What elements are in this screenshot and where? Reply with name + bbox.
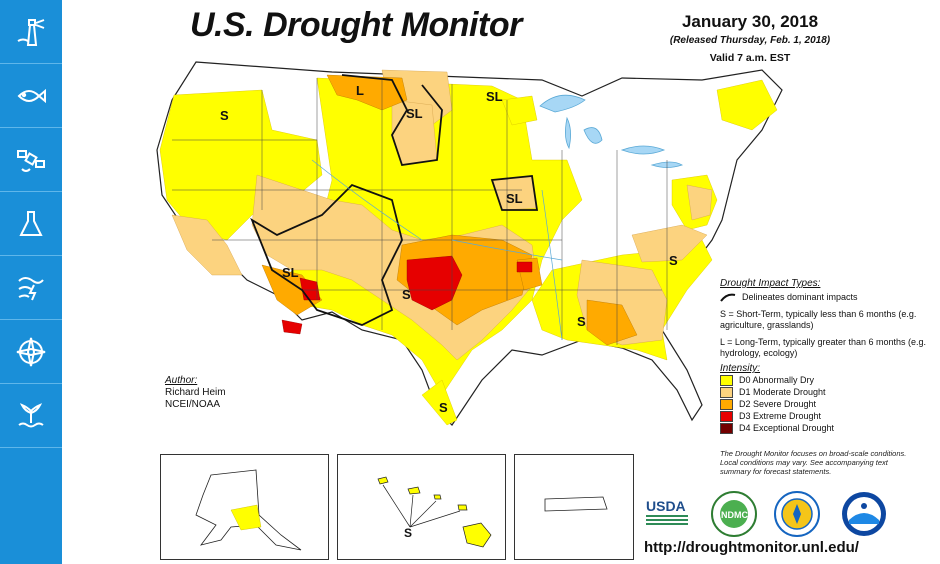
- alaska-inset: [160, 454, 329, 560]
- us-drought-map: S L SL SL SL SL S S S S: [156, 61, 783, 426]
- author-block: Author: Richard Heim NCEI/NOAA: [165, 375, 226, 411]
- sidebar-storm-button[interactable]: [0, 256, 62, 320]
- puerto-rico-shape: [544, 496, 608, 512]
- ndmc-logo-text: NDMC: [721, 510, 748, 520]
- satellite-icon: [17, 149, 45, 172]
- legend-category-label: D0 Abnormally Dry: [739, 375, 815, 385]
- sidebar-compass-button[interactable]: [0, 320, 62, 384]
- puerto-rico-inset: [514, 454, 634, 560]
- hawaii-islands: [377, 476, 492, 548]
- whale-tail-icon: [18, 402, 44, 427]
- lighthouse-icon: [17, 18, 45, 46]
- drought-monitor-url[interactable]: http://droughtmonitor.unl.edu/: [644, 539, 859, 556]
- disclaimer-note: The Drought Monitor focuses on broad-sca…: [720, 449, 907, 476]
- compass-icon: [16, 337, 46, 366]
- impact-label: S: [402, 287, 411, 302]
- impact-label: S: [220, 108, 229, 123]
- impact-label: SL: [486, 89, 503, 104]
- impact-label: S: [669, 253, 678, 268]
- fish-icon: [17, 88, 46, 103]
- great-lakes: [539, 94, 683, 168]
- alaska-d0-area: [230, 504, 262, 531]
- legend-category: D4 Exceptional Drought: [720, 423, 935, 434]
- usda-logo-text: USDA: [646, 498, 686, 514]
- sidebar-fish-button[interactable]: [0, 64, 62, 128]
- sidebar-satellite-button[interactable]: [0, 128, 62, 192]
- impact-labels: S L SL SL SL SL S S S S: [220, 83, 678, 415]
- flask-icon: [19, 210, 43, 236]
- impact-label: SL: [506, 191, 523, 206]
- legend-delineates: Delineates dominant impacts: [742, 292, 858, 302]
- legend: Drought Impact Types: Delineates dominan…: [720, 278, 935, 434]
- impact-label: S: [577, 314, 586, 329]
- hawaii-inset: S: [337, 454, 506, 560]
- impact-label: SL: [282, 265, 299, 280]
- rivers: [311, 159, 563, 341]
- legend-impact-heading: Drought Impact Types:: [720, 278, 821, 289]
- legend-category: D2 Severe Drought: [720, 399, 935, 410]
- legend-category-label: D4 Exceptional Drought: [739, 423, 835, 433]
- sidebar: [0, 0, 62, 564]
- impact-label: L: [356, 83, 364, 98]
- author-org: NCEI/NOAA: [165, 399, 221, 410]
- sidebar-flask-button[interactable]: [0, 192, 62, 256]
- usda-logo: USDA: [644, 496, 690, 530]
- storm-icon: [18, 276, 44, 300]
- impact-label: SL: [406, 106, 423, 121]
- delineation-line-icon: [720, 293, 736, 302]
- impact-delineation-lines: [250, 74, 539, 326]
- legend-category: D3 Extreme Drought: [720, 411, 935, 422]
- sidebar-lighthouse-button[interactable]: [0, 0, 62, 64]
- hawaii-impact-lines: [382, 484, 461, 528]
- legend-intensity-heading: Intensity:: [720, 363, 761, 374]
- legend-long-term: L = Long-Term, typically greater than 6 …: [720, 337, 927, 358]
- legend-category: D1 Moderate Drought: [720, 387, 935, 398]
- hawaii-impact-label: S: [404, 526, 412, 540]
- noaa-logo: [840, 490, 888, 538]
- drought-map-panel: S L SL SL SL SL S S S S U.S. Drought Mon…: [62, 0, 940, 564]
- map-title: U.S. Drought Monitor: [190, 6, 522, 44]
- author-name: Richard Heim: [165, 387, 226, 398]
- impact-label: S: [439, 400, 448, 415]
- legend-delineation-row: Delineates dominant impacts: [720, 292, 935, 303]
- sidebar-whale-button[interactable]: [0, 384, 62, 448]
- ndmc-logo: NDMC: [710, 490, 758, 538]
- legend-category-label: D3 Extreme Drought: [739, 411, 822, 421]
- map-date: January 30, 2018: [681, 12, 819, 31]
- map-valid-time: Valid 7 a.m. EST: [709, 52, 791, 64]
- legend-category: D0 Abnormally Dry: [720, 375, 935, 386]
- map-released-date: (Released Thursday, Feb. 1, 2018): [669, 35, 831, 46]
- doc-seal-logo: [773, 490, 821, 538]
- author-heading: Author:: [165, 375, 198, 386]
- legend-short-term: S = Short-Term, typically less than 6 mo…: [720, 309, 917, 330]
- legend-category-label: D1 Moderate Drought: [739, 387, 826, 397]
- legend-category-label: D2 Severe Drought: [739, 399, 817, 409]
